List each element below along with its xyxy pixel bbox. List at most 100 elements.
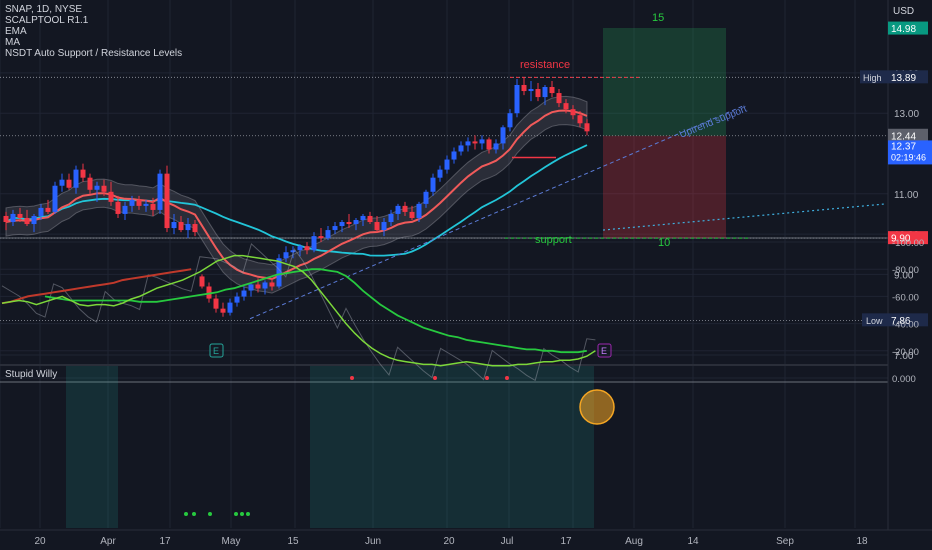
indicator-scalptool[interactable]: SCALPTOOL R1.1 (5, 15, 89, 26)
osc-bottom-marker (184, 512, 188, 516)
candle (87, 177, 93, 190)
candle (388, 213, 394, 223)
osc-bottom-marker (240, 512, 244, 516)
stop-count-label: 10 (658, 237, 670, 249)
candle (444, 159, 450, 170)
candle (563, 103, 569, 110)
candle (66, 179, 72, 188)
highlight-circle (579, 389, 615, 425)
high-price-label: 13.89 (891, 73, 916, 84)
candle (353, 219, 359, 225)
candle (192, 224, 198, 233)
candle (10, 213, 16, 223)
high-price-label-bg (888, 70, 928, 84)
osc-tick-label: -60.00 (892, 292, 919, 303)
close-price-label: 12.37 (891, 141, 916, 152)
candle (458, 145, 464, 152)
candle (171, 222, 177, 229)
time-tick-label: May (222, 536, 241, 547)
candle (94, 185, 100, 190)
candle (451, 151, 457, 160)
candle (472, 141, 478, 144)
osc-raw-line (1, 242, 596, 382)
earnings-badge (209, 343, 224, 358)
indicator-ma[interactable]: MA (5, 37, 20, 48)
chart-legend: SNAP, 1D, NYSE SCALPTOOL R1.1 EMA MA NSD… (5, 4, 182, 59)
osc-tick-label: 0.000 (892, 374, 916, 385)
candle (570, 109, 576, 116)
candle (136, 199, 142, 206)
candle (220, 308, 226, 313)
oscillator-title[interactable]: Stupid Willy (5, 369, 58, 380)
candle (262, 282, 268, 289)
earnings-badge-upcoming (597, 343, 612, 358)
price-tick-label: 7.00 (894, 351, 914, 362)
time-tick-label: 20 (34, 536, 46, 547)
high-label-bg (860, 70, 888, 84)
osc-bottom-marker (246, 512, 250, 516)
candle (297, 246, 303, 251)
candle (241, 290, 247, 297)
candle (164, 173, 170, 229)
candle (304, 246, 310, 251)
symbol-label[interactable]: SNAP, 1D, NYSE (5, 4, 83, 15)
time-tick-label: Jul (501, 536, 514, 547)
candle (395, 205, 401, 214)
candle (479, 139, 485, 144)
osc-slow-line (44, 268, 587, 354)
time-tick-label: Jun (365, 536, 381, 547)
candle (199, 276, 205, 287)
ma-line (5, 144, 588, 257)
candle (549, 87, 555, 94)
candle (423, 191, 429, 204)
close-price-bg (888, 140, 932, 165)
current-price-label-bg (888, 128, 928, 142)
indicator-ema[interactable]: EMA (5, 26, 27, 37)
candle (437, 169, 443, 178)
osc-fast-line (1, 254, 596, 367)
candle (465, 141, 471, 146)
candle (535, 89, 541, 98)
candle (507, 113, 513, 128)
time-tick-label: 14 (687, 536, 699, 547)
candle (409, 211, 415, 218)
osc-tick-label: -100.00 (892, 238, 924, 249)
candle (290, 250, 296, 253)
candle (150, 203, 156, 210)
candle (115, 201, 121, 214)
candle (108, 191, 114, 202)
osc-bottom-marker (192, 512, 196, 516)
candle (584, 123, 590, 132)
stop-price-label: 9.90 (891, 234, 911, 245)
osc-tick-label: -80.00 (892, 265, 919, 276)
candle (45, 207, 51, 212)
candle (577, 115, 583, 124)
candle (374, 222, 380, 231)
candle (514, 84, 520, 114)
candle (234, 296, 240, 303)
candle (332, 226, 338, 231)
stop-zone (603, 135, 726, 239)
candle (31, 215, 37, 225)
candle (227, 302, 233, 313)
osc-bottom-marker (234, 512, 238, 516)
candle (381, 222, 387, 231)
indicator-nsdt[interactable]: NSDT Auto Support / Resistance Levels (5, 48, 183, 59)
target-price-label: 14.98 (891, 24, 916, 35)
candle (542, 87, 548, 98)
earnings-label-upcoming: E (601, 346, 607, 356)
candle (122, 205, 128, 214)
candle (52, 185, 58, 212)
candle (143, 203, 149, 206)
candle (339, 222, 345, 227)
candle (255, 284, 261, 289)
time-tick-label: 17 (560, 536, 572, 547)
currency-label: USD (893, 6, 914, 17)
candle (269, 282, 275, 287)
target-zone (603, 28, 726, 136)
candle (59, 179, 65, 186)
candle (101, 185, 107, 192)
candle (416, 203, 422, 218)
candle (213, 298, 219, 309)
